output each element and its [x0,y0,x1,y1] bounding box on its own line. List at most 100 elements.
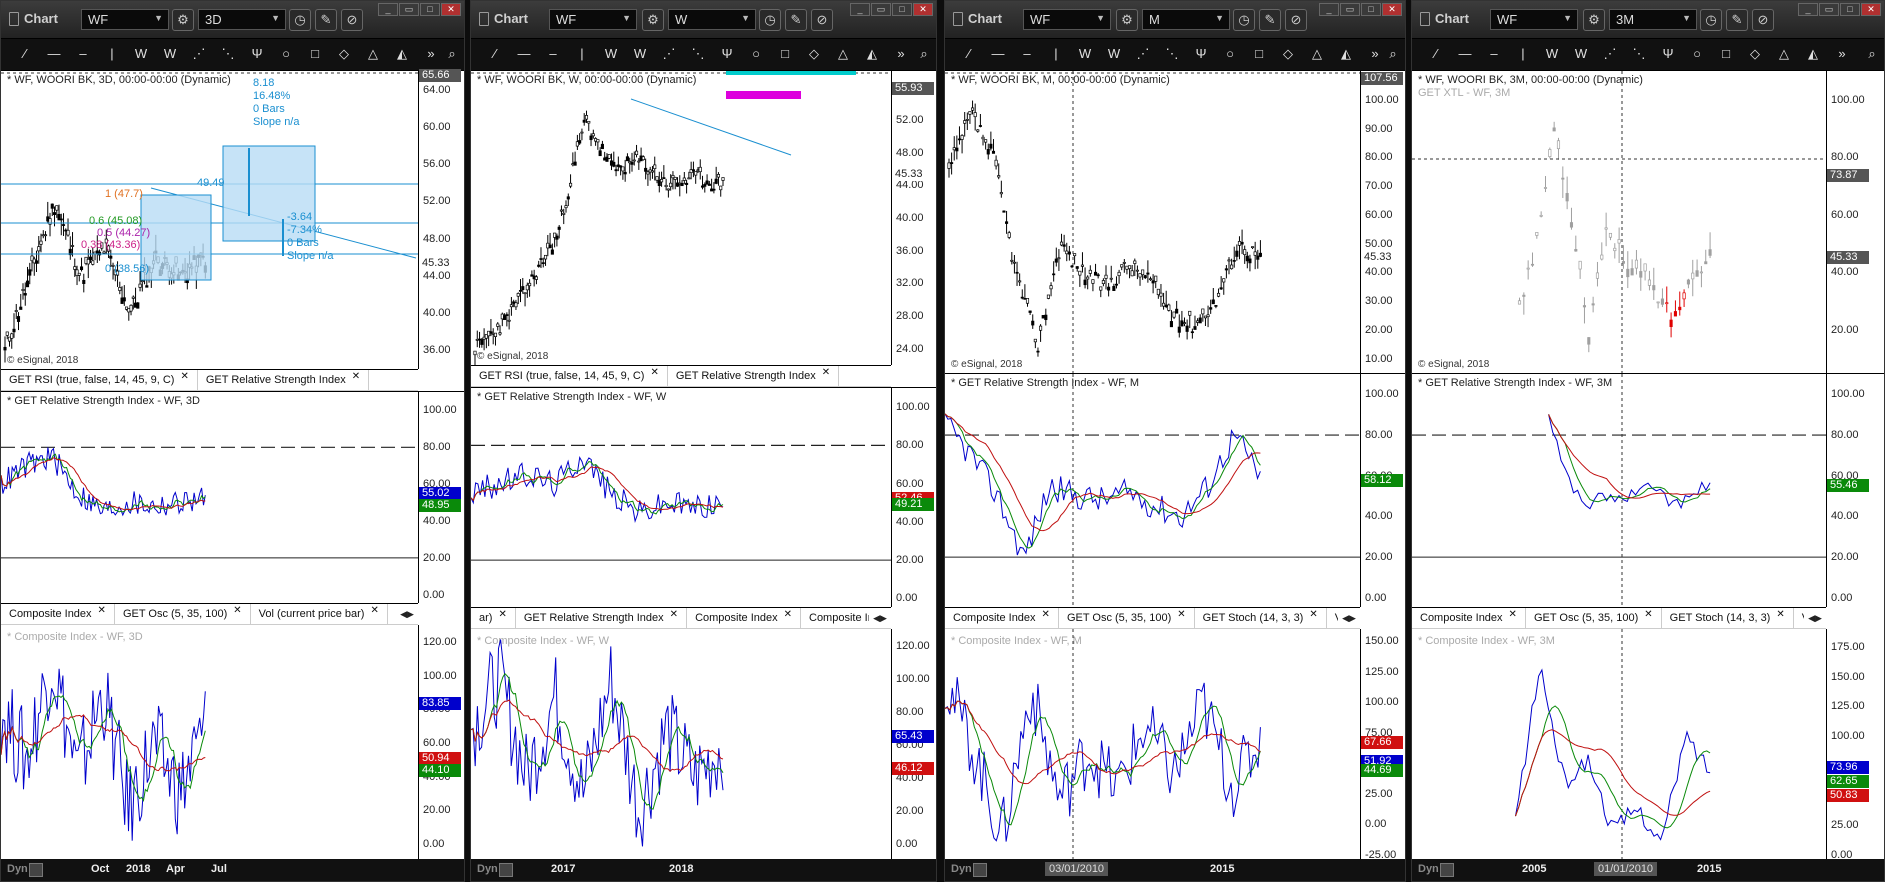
composite-chart[interactable] [1,625,418,861]
rect-icon[interactable]: □ [311,46,319,61]
fill-icon[interactable]: ◭ [867,46,877,61]
composite-chart[interactable] [945,629,1360,861]
chevron-down-icon[interactable]: ▼ [1563,13,1572,23]
composite-axis[interactable]: 120.00100.0080.0060.0040.0020.000.0083.8… [418,625,464,861]
link-icon[interactable]: ⊘ [1285,9,1307,31]
tab-close-icon[interactable]: ✕ [233,605,242,616]
rsi-chart[interactable] [1,392,418,604]
close-window-icon[interactable]: ✕ [441,3,461,16]
restore-window-icon[interactable]: ▭ [399,3,419,16]
composite-chart[interactable] [471,629,891,861]
tab-scroll-icon[interactable]: ◀▶ [869,608,891,628]
vline-icon[interactable]: | [1521,46,1525,61]
pitchfork-icon[interactable]: Ψ [251,46,263,61]
fib-icon[interactable]: ⋰ [192,46,206,61]
clock-icon[interactable]: ◷ [1700,9,1722,31]
minimize-window-icon[interactable]: _ [1319,3,1339,16]
maximize-window-icon[interactable]: □ [420,3,440,16]
dynamic-toggle[interactable]: Dyn [7,863,28,875]
draw-pencil-icon[interactable]: ✎ [1259,9,1281,31]
pitchfork-icon[interactable]: Ψ [1195,46,1207,61]
ellipse-icon[interactable]: ○ [1693,46,1701,61]
fan-icon[interactable]: ⋱ [1632,46,1646,61]
indicator-tab[interactable]: GET Osc (5, 35, 100) ✕ [1526,608,1662,628]
pointer-icon[interactable]: ⁄ [23,46,27,61]
tab-close-icon[interactable]: ✕ [351,371,361,382]
wave2-icon[interactable]: W [1107,46,1121,61]
minimize-window-icon[interactable]: _ [850,3,870,16]
indicator-tab[interactable]: GET Relative Strength Index ✕ [516,608,688,628]
wave2-icon[interactable]: W [163,46,177,61]
triangle-icon[interactable]: △ [1312,46,1322,61]
line-icon[interactable]: — [1458,46,1472,61]
indicator-tab[interactable]: Composite Index ✕ [945,608,1059,628]
price-axis[interactable]: 100.00 90.00 80.00 70.00 60.00 50.00 40.00 30.0… [1360,71,1405,373]
price-axis[interactable]: 52.00 48.00 44.00 40.00 36.00 32.00 28.00 24.00… [891,71,936,365]
fib-icon[interactable]: ⋰ [1603,46,1617,61]
hline-icon[interactable]: ‒ [549,46,557,61]
zoom-icon[interactable]: ⌕ [920,46,928,61]
settings-gear-icon[interactable]: ⚙ [1583,9,1605,31]
indicator-tab[interactable]: Composite Index ✕ [687,608,801,628]
calendar-icon[interactable] [973,863,987,877]
fan-icon[interactable]: ⋱ [691,46,705,61]
indicator-tab[interactable]: GET Relative Strength Index ✕ [198,370,370,390]
symbol-input[interactable]: WF ▼ [1023,9,1111,30]
pitchfork-icon[interactable]: Ψ [721,46,733,61]
price-axis[interactable]: 64.00 60.00 56.00 52.00 48.00 44.00 40.00 36.00… [418,69,464,369]
more-icon[interactable]: » [427,46,435,61]
tab-close-icon[interactable]: ✕ [669,609,679,620]
interval-input[interactable]: W ▼ [668,9,756,30]
more-icon[interactable]: » [897,46,905,61]
rect-icon[interactable]: □ [1255,46,1263,61]
interval-input[interactable]: M ▼ [1142,9,1230,30]
composite-axis[interactable]: 150.00125.00100.0075.0050.0025.000.00-25… [1360,629,1405,861]
fill-icon[interactable]: ◭ [397,46,407,61]
rsi-axis[interactable]: 100.00 80.00 60.00 40.00 20.00 0.00 55.46 [1826,373,1884,607]
fib-icon[interactable]: ⋰ [1136,46,1150,61]
maximize-window-icon[interactable]: □ [892,3,912,16]
price-chart[interactable] [945,71,1360,373]
more-icon[interactable]: » [1371,46,1379,61]
minimize-window-icon[interactable]: _ [1798,3,1818,16]
chevron-down-icon[interactable]: ▼ [1096,13,1105,23]
draw-pencil-icon[interactable]: ✎ [785,9,807,31]
chevron-down-icon[interactable]: ▼ [271,13,280,23]
triangle-icon[interactable]: △ [368,46,378,61]
composite-axis[interactable]: 120.00 100.00 80.00 60.00 40.00 20.00 0.00 65.4… [891,629,936,861]
more-icon[interactable]: » [1838,46,1846,61]
link-icon[interactable]: ⊘ [1752,9,1774,31]
pointer-icon[interactable]: ⁄ [1434,46,1438,61]
time-axis[interactable]: Dyn 2017 2018 [471,859,936,881]
indicator-tab[interactable]: Vol (current price bar) ✕ [251,604,388,624]
hline-icon[interactable]: ‒ [1490,46,1498,61]
draw-pencil-icon[interactable]: ✎ [1726,9,1748,31]
rsi-chart[interactable] [1412,374,1826,608]
tab-close-icon[interactable]: ✕ [180,371,189,382]
clock-icon[interactable]: ◷ [1233,9,1255,31]
link-icon[interactable]: ⊘ [341,9,363,31]
maximize-window-icon[interactable]: □ [1840,3,1860,16]
chevron-down-icon[interactable]: ▼ [741,13,750,23]
eraser-icon[interactable]: ◇ [339,46,349,61]
indicator-tab[interactable]: GET Relative Strength Index ✕ [668,366,840,386]
price-chart[interactable] [1412,71,1826,373]
draw-pencil-icon[interactable]: ✎ [315,9,337,31]
dynamic-toggle[interactable]: Dyn [477,863,498,875]
chevron-down-icon[interactable]: ▼ [622,13,631,23]
settings-gear-icon[interactable]: ⚙ [642,9,664,31]
zoom-icon[interactable]: ⌕ [1868,46,1876,61]
fan-icon[interactable]: ⋱ [1165,46,1179,61]
tab-close-icon[interactable]: ✕ [1644,609,1653,620]
indicator-tab[interactable]: GET Stoch (14, 3, 3) ✕ [1195,608,1327,628]
line-icon[interactable]: — [517,46,531,61]
zoom-icon[interactable]: ⌕ [1389,46,1397,61]
time-axis[interactable]: Dyn 2015 03/01/2010 [945,859,1405,881]
settings-gear-icon[interactable]: ⚙ [1116,9,1138,31]
tab-close-icon[interactable]: ✕ [370,605,379,616]
rsi-axis[interactable]: 100.00 80.00 60.00 40.00 20.00 0.00 55.02 48.95 [418,391,464,603]
tab-close-icon[interactable]: ✕ [1776,609,1785,620]
composite-chart[interactable] [1412,629,1826,861]
tab-close-icon[interactable]: ✕ [821,367,831,378]
interval-input[interactable]: 3M ▼ [1609,9,1697,30]
